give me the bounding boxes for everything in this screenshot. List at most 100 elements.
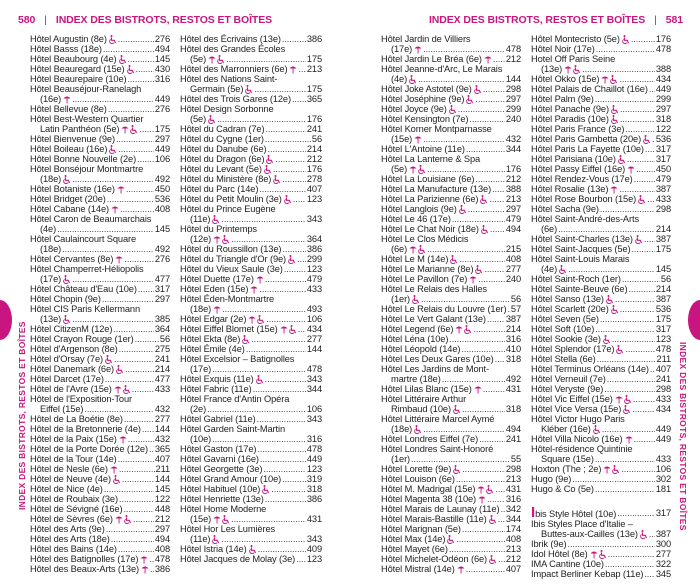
index-entry: Hôtel Joséphine (9e) 297 bbox=[381, 94, 521, 104]
entry-line: Hôtel du Petit Moulin (3e) 123 bbox=[180, 194, 322, 204]
entry-name: Hôtel Augustin (8e) bbox=[30, 34, 107, 44]
entry-name: Hôtel Terminus Orléans (14e) bbox=[531, 364, 649, 374]
entry-line: Hôtel Passy Eiffel (16e) 450 bbox=[531, 164, 671, 174]
entry-name: (4e) bbox=[541, 264, 558, 274]
entry-name: Hôtel La Parizienne (6e) bbox=[381, 194, 479, 204]
index-entry: Hôtel Exquis (11e) 343 bbox=[180, 374, 322, 384]
entry-icons bbox=[611, 104, 619, 114]
entry-line: Hôtel Henriette (13e) 386 bbox=[180, 494, 322, 504]
entry-line: (15e) 432 bbox=[381, 134, 521, 144]
entry-line: Hôtel La Parizienne (6e) 213 bbox=[381, 194, 521, 204]
entry-line: Hôtel du Levant (5e) 176 bbox=[180, 164, 322, 174]
dot-leader bbox=[596, 44, 655, 54]
entry-icons bbox=[212, 534, 220, 544]
entry-line: Hôtel Jardin Le Bréa (6e) 212 bbox=[381, 54, 521, 64]
page-reference: 344 bbox=[306, 384, 322, 394]
index-entry: Hôtel Paris France (3e) 122 bbox=[531, 124, 671, 134]
dot-leader bbox=[296, 554, 306, 564]
entry-name: Hôtel Mayet (6e) bbox=[381, 544, 448, 554]
index-entry: Hôtel Cabane (14e) 408 bbox=[30, 204, 170, 214]
page-reference: 386 bbox=[306, 494, 322, 504]
entry-icons bbox=[289, 64, 297, 74]
entry-name: Hôtel Max (14e) bbox=[381, 534, 446, 544]
terrace-parasol-icon bbox=[610, 185, 618, 194]
page-reference: 408 bbox=[154, 204, 170, 214]
dot-leader bbox=[231, 234, 306, 244]
entry-name: Hôtel Beauregard (15e) bbox=[30, 64, 125, 74]
index-entry: Hôtel Michelet-Odéon (6e) 212 bbox=[381, 554, 521, 564]
page-reference: 212 bbox=[306, 154, 322, 164]
entry-line: Hôtel d'Orsay (7e) 241 bbox=[30, 354, 170, 364]
entry-icons bbox=[118, 54, 127, 64]
dot-leader bbox=[124, 254, 153, 264]
terrace-parasol-icon bbox=[477, 485, 485, 494]
page-reference: 241 bbox=[655, 374, 671, 384]
wheelchair-accessible-icon bbox=[450, 254, 458, 264]
index-entry: Hôtel Passy Eiffel (16e) 450 bbox=[531, 164, 671, 174]
dot-leader bbox=[127, 74, 153, 84]
entry-name: Hôtel Chopin (9e) bbox=[30, 294, 101, 304]
index-entry: Hotel Off Paris Seine(13e) 388 bbox=[531, 54, 671, 74]
index-entry: Hôtel La Manufacture (13e) 388 bbox=[381, 184, 521, 194]
entry-icons bbox=[256, 274, 264, 284]
entry-line: Hôtel Legend (6e) 214 bbox=[381, 324, 521, 334]
index-entry: Hôtel Duette (17e) 479 bbox=[180, 274, 322, 284]
page-reference: 449 bbox=[655, 84, 671, 94]
dot-leader bbox=[212, 434, 306, 444]
terrace-parasol-icon bbox=[110, 465, 118, 474]
entry-line: Hôtel Gavarni (16e) 449 bbox=[180, 454, 322, 464]
index-entry: Hôtel des Marronniers (6e) 213 bbox=[180, 64, 322, 74]
entry-line: Hôtel Noir (17e) 478 bbox=[531, 44, 671, 54]
entry-line: Hôtel de Neuve (4e) 144 bbox=[30, 474, 170, 484]
page-reference: 299 bbox=[306, 254, 322, 264]
index-entry: Hôtel Les Deux Gares (10e) 318 bbox=[381, 354, 521, 364]
dot-leader bbox=[456, 474, 505, 484]
entry-line: Hôtel de la Paix (15e) 432 bbox=[30, 434, 170, 444]
terrace-parasol-icon bbox=[114, 385, 122, 394]
terrace-parasol-icon bbox=[117, 185, 125, 194]
dot-leader bbox=[645, 144, 655, 154]
dot-leader bbox=[72, 314, 154, 324]
entry-line: (6e) 214 bbox=[531, 224, 671, 234]
page-reference: 478 bbox=[505, 44, 521, 54]
dot-leader bbox=[231, 514, 306, 524]
entry-name-line1: Hôtel Hor Les Lumières bbox=[180, 524, 276, 534]
entry-line: IMA Cantine (10e) 322 bbox=[531, 559, 671, 569]
entry-line: Hôtel Istria (14e) 409 bbox=[180, 544, 322, 554]
entry-line: Hôtel de l'Avre (15e) 433 bbox=[30, 384, 170, 394]
index-entry: Hôtel Bridget (20e) 536 bbox=[30, 194, 170, 204]
entry-name: Hôtel Mistral (14e) bbox=[381, 564, 455, 574]
index-entry: Hôtel de l'Avre (15e) 433 bbox=[30, 384, 170, 394]
index-entry: Hôtel Istria (14e) 409 bbox=[180, 544, 322, 554]
wheelchair-accessible-icon bbox=[611, 114, 619, 124]
dot-leader bbox=[479, 434, 505, 444]
entry-icons bbox=[622, 34, 630, 44]
entry-name: Eiffel (15e) bbox=[40, 404, 84, 414]
entry-name: Hôtel Château d'Eau (10e) bbox=[30, 284, 137, 294]
entry-name: Hôtel Eiffel Blomet (15e) bbox=[180, 324, 278, 334]
dot-leader bbox=[265, 274, 306, 284]
entry-name: Hôtel de Sévigné (16e) bbox=[30, 504, 123, 514]
header-divider: | bbox=[44, 14, 47, 26]
dot-leader bbox=[468, 204, 505, 214]
entry-name-line1: Hôtel Caulaincourt Square bbox=[30, 234, 137, 244]
dot-leader bbox=[124, 414, 154, 424]
index-entry: Hôtel Vice Versa (15e) 434 bbox=[531, 404, 671, 414]
page-reference: 407 bbox=[505, 564, 521, 574]
entry-line: Hôtel Palais de Chaillot (16e) 449 bbox=[531, 84, 671, 94]
wheelchair-accessible-icon bbox=[63, 314, 71, 324]
entry-line: Hoxton (The ; 2e) 106 bbox=[531, 464, 671, 474]
page-reference: 212 bbox=[505, 174, 521, 184]
wheelchair-accessible-icon bbox=[481, 224, 489, 234]
page-reference: 494 bbox=[505, 224, 521, 234]
terrace-parasol-icon bbox=[250, 285, 258, 294]
wheelchair-accessible-icon bbox=[610, 74, 618, 84]
entry-line: Hôtel Fabric (11e) 344 bbox=[180, 384, 322, 394]
wheelchair-accessible-icon bbox=[464, 324, 472, 334]
index-entry: Hôtel Le Relais du Louvre (1er)57 bbox=[381, 304, 521, 314]
index-entry: Hôtel de Nice (4e) 145 bbox=[30, 484, 170, 494]
index-entry: Hôtel Beaurepaire (10e) 316 bbox=[30, 74, 170, 84]
page-reference: 388 bbox=[655, 64, 671, 74]
dot-leader bbox=[128, 54, 154, 64]
entry-line: (4e) 145 bbox=[30, 224, 170, 234]
